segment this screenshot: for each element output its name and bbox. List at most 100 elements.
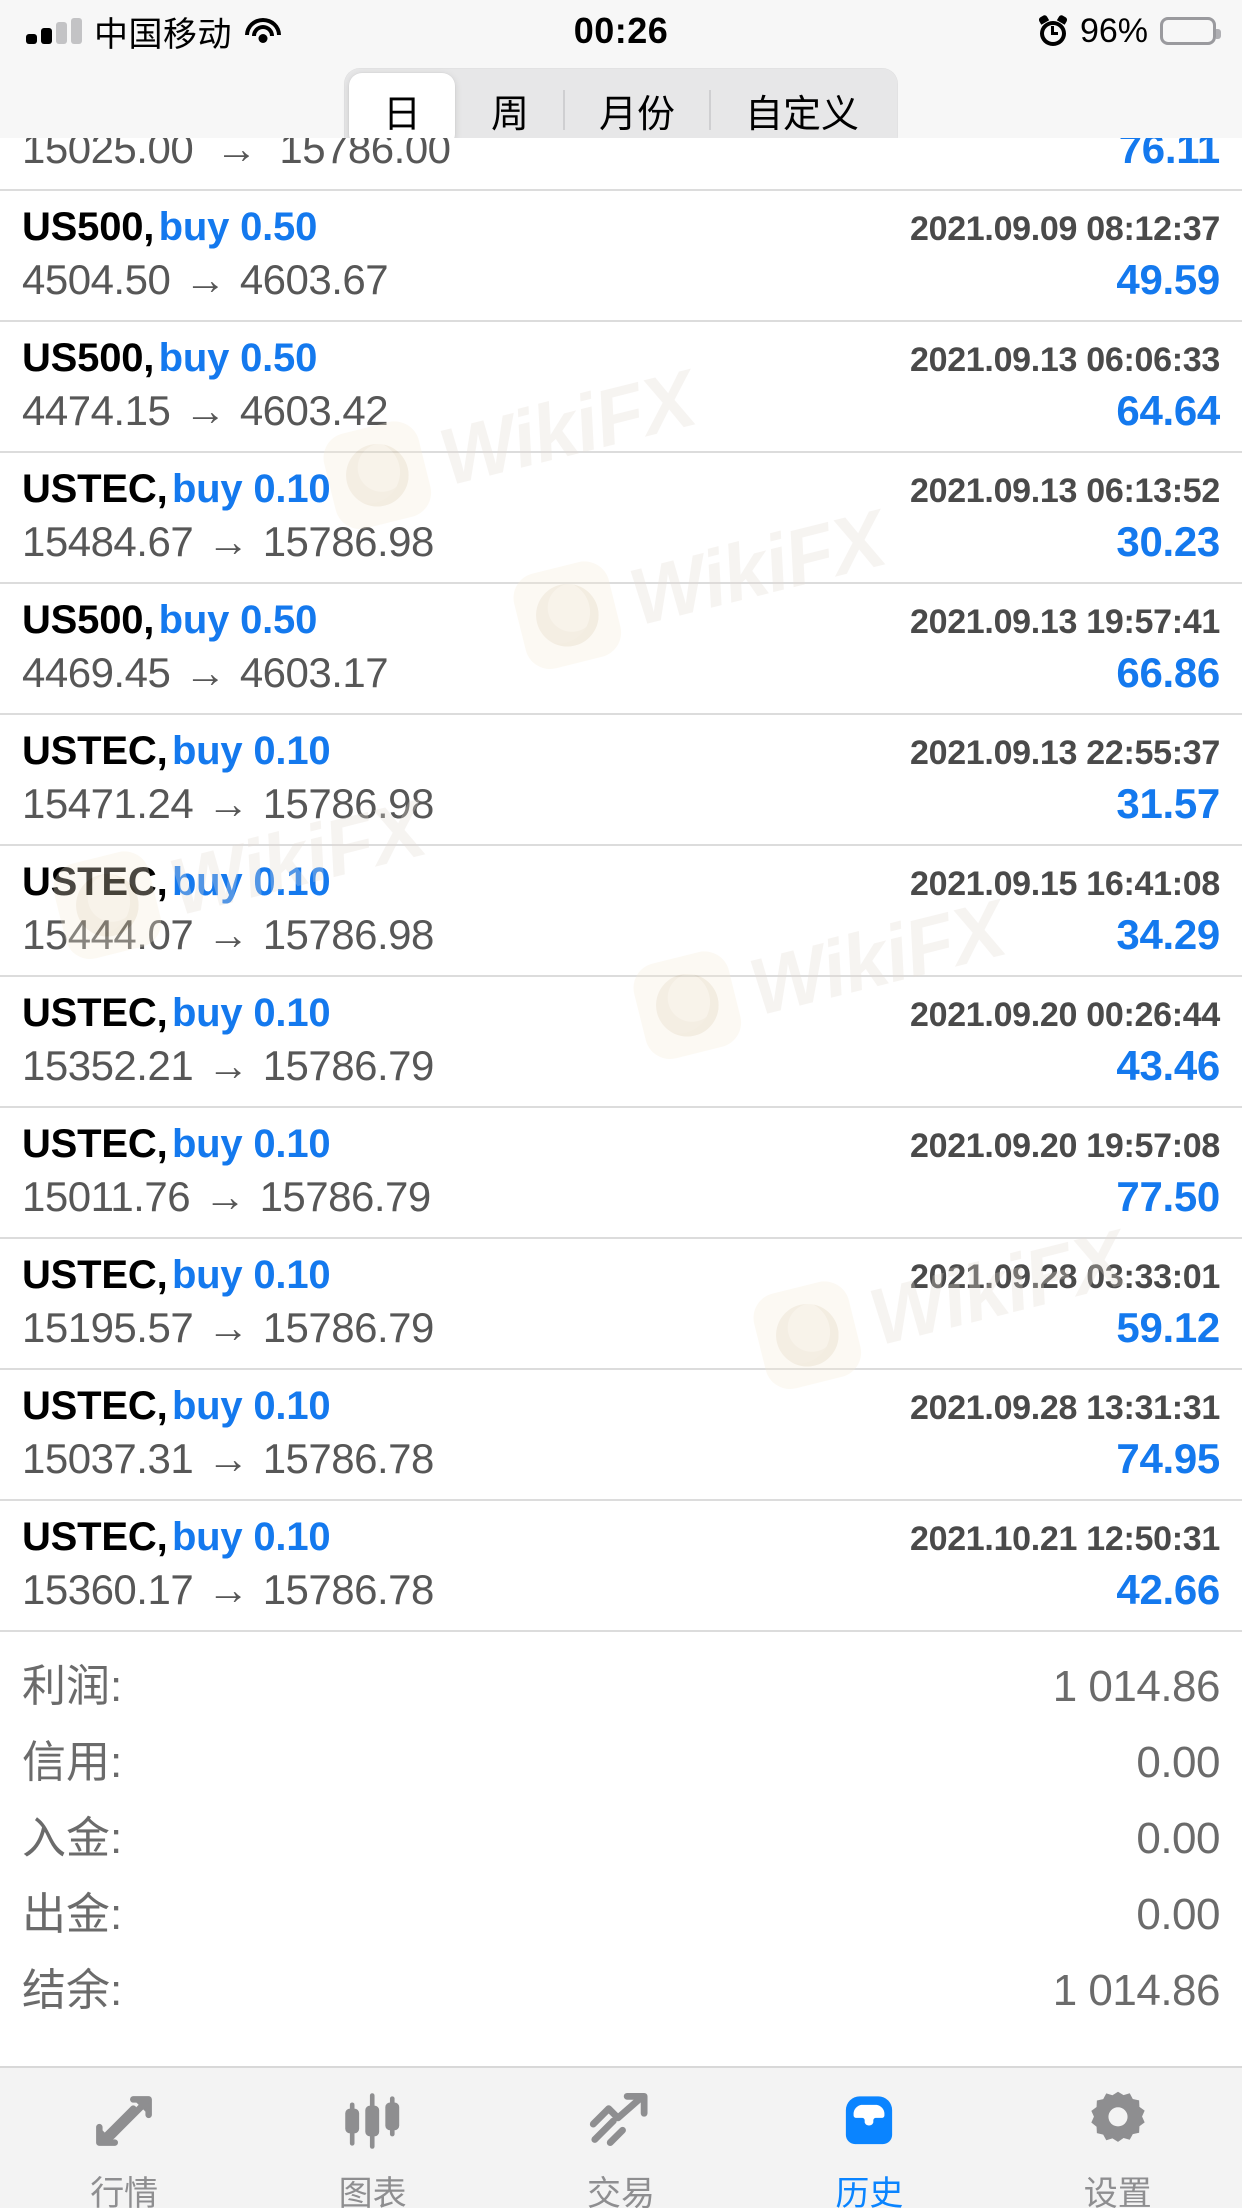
table-row[interactable]: US500, buy 0.50 2021.09.09 08:12:37 4504.5… <box>0 191 1242 322</box>
summary-row-withdrawal: 出金: 0.00 <box>22 1872 1220 1948</box>
datetime-label: 2021.09.13 06:13:52 <box>909 472 1220 510</box>
close-price-label: 4603.67 <box>239 256 389 303</box>
history-tray-icon <box>832 2082 906 2160</box>
symbol-label: USTEC, <box>22 1515 168 1559</box>
row-bottom-line: 15471.24 → 15786.98 31.57 <box>22 780 1220 828</box>
open-price-label: 4474.15 <box>22 387 171 434</box>
profit-label: 30.23 <box>1116 518 1220 565</box>
action-volume-label: buy 0.10 <box>171 1253 331 1297</box>
symbol-label: USTEC, <box>22 991 168 1035</box>
gear-icon <box>1081 2082 1155 2160</box>
price-range-label: 15471.24 → 15786.98 <box>22 780 434 828</box>
close-price-label: 15786.79 <box>262 1304 435 1351</box>
action-volume-label: buy 0.50 <box>158 205 318 249</box>
action-volume-label: buy 0.10 <box>171 860 331 904</box>
price-range-label: 15444.07 → 15786.98 <box>22 911 434 959</box>
deal-title: USTEC, buy 0.10 <box>22 1384 331 1429</box>
datetime-label: 2021.09.28 13:31:31 <box>909 1389 1220 1427</box>
bottom-tab-bar[interactable]: 行情 图表 <box>0 2066 1242 2208</box>
tab-history[interactable]: 历史 <box>745 2082 993 2208</box>
datetime-label: 2021.09.13 19:57:41 <box>909 603 1220 641</box>
profit-label: 43.46 <box>1116 1042 1220 1089</box>
symbol-label: USTEC, <box>22 729 168 773</box>
table-row[interactable]: USTEC, buy 0.10 2021.09.20 00:26:44 15352.… <box>0 977 1242 1108</box>
deal-title: US500, buy 0.50 <box>22 598 317 643</box>
candlestick-chart-icon <box>336 2082 410 2160</box>
status-bar-right: 96% <box>1037 11 1221 51</box>
profit-label: 42.66 <box>1116 1566 1220 1613</box>
summary-value: 0.00 <box>1136 1738 1220 1787</box>
tab-settings[interactable]: 设置 <box>994 2082 1242 2208</box>
row-bottom-line: 15444.07 → 15786.98 34.29 <box>22 911 1220 959</box>
price-range-label: 15352.21 → 15786.79 <box>22 1042 434 1090</box>
open-price-label: 15471.24 <box>22 780 194 827</box>
datetime-label: 2021.10.21 12:50:31 <box>909 1520 1220 1558</box>
arrow-icon: → <box>207 1566 249 1613</box>
row-bottom-line: 15484.67 → 15786.98 30.23 <box>22 518 1220 566</box>
table-row[interactable]: USTEC, buy 0.10 2021.09.28 13:31:31 15037.… <box>0 1370 1242 1501</box>
action-volume-label: buy 0.50 <box>158 598 318 642</box>
arrow-icon: → <box>184 387 226 434</box>
deal-title: USTEC, buy 0.10 <box>22 729 331 774</box>
row-bottom-line: 4504.50 → 4603.67 49.59 <box>22 256 1220 304</box>
tab-trade[interactable]: 交易 <box>497 2082 745 2208</box>
history-list[interactable]: 15025.00 → 15786.00 76.11 US500, buy 0.5… <box>0 138 1242 2066</box>
symbol-label: USTEC, <box>22 860 168 904</box>
datetime-label: 2021.09.15 16:41:08 <box>909 865 1220 903</box>
close-price-label: 4603.42 <box>239 387 389 434</box>
close-price-label: 15786.98 <box>262 780 435 827</box>
trade-trendline-arrow-icon <box>584 2082 658 2160</box>
row-top-line: US500, buy 0.50 2021.09.13 06:06:33 <box>22 336 1220 381</box>
deal-title: USTEC, buy 0.10 <box>22 1122 331 1167</box>
segment-divider <box>709 90 712 130</box>
tab-charts[interactable]: 图表 <box>249 2082 497 2208</box>
profit-label: 74.95 <box>1116 1435 1220 1482</box>
datetime-label: 2021.09.13 22:55:37 <box>909 734 1220 772</box>
summary-row-balance: 结余: 1 014.86 <box>22 1948 1221 2024</box>
signal-bars-icon <box>26 18 82 44</box>
summary-value: 0.00 <box>1136 1890 1220 1939</box>
arrow-icon: → <box>207 911 249 958</box>
table-row[interactable]: USTEC, buy 0.10 2021.09.13 06:13:52 15484.… <box>0 453 1242 584</box>
table-row[interactable]: USTEC, buy 0.10 2021.09.28 03:33:01 15195.… <box>0 1239 1242 1370</box>
summary-row-credit: 信用: 0.00 <box>22 1720 1220 1796</box>
action-volume-label: buy 0.50 <box>158 336 318 380</box>
price-range-label: 15025.00 → 15786.00 <box>22 138 451 172</box>
summary-label: 信用: <box>22 1738 123 1787</box>
table-row-partial[interactable]: 15025.00 → 15786.00 76.11 <box>0 138 1242 191</box>
symbol-label: USTEC, <box>22 467 168 511</box>
table-row[interactable]: USTEC, buy 0.10 2021.09.15 16:41:08 15444.… <box>0 846 1242 977</box>
period-filter-bar: 日 周 月份 自定义 <box>0 62 1242 152</box>
period-segmented-control[interactable]: 日 周 月份 自定义 <box>343 68 899 152</box>
period-tab-day[interactable]: 日 <box>348 73 455 147</box>
price-range-label: 4474.15 → 4603.42 <box>22 387 389 435</box>
period-tab-custom[interactable]: 自定义 <box>745 93 860 136</box>
summary-label: 出金: <box>22 1890 123 1939</box>
profit-label: 31.57 <box>1116 780 1220 827</box>
price-range-label: 15484.67 → 15786.98 <box>22 518 434 566</box>
row-bottom-line: 4474.15 → 4603.42 64.64 <box>22 387 1220 435</box>
deal-title: USTEC, buy 0.10 <box>22 467 331 512</box>
profit-label: 59.12 <box>1116 1304 1220 1351</box>
tab-label: 行情 <box>90 2175 159 2208</box>
action-volume-label: buy 0.10 <box>171 467 331 511</box>
period-tab-month[interactable]: 月份 <box>599 93 676 136</box>
close-price-label: 15786.78 <box>262 1566 435 1613</box>
action-volume-label: buy 0.10 <box>171 1384 331 1428</box>
open-price-label: 15037.31 <box>22 1435 194 1482</box>
period-tab-week[interactable]: 周 <box>490 93 529 136</box>
table-row[interactable]: US500, buy 0.50 2021.09.13 19:57:41 4469.4… <box>0 584 1242 715</box>
table-row[interactable]: USTEC, buy 0.10 2021.09.20 19:57:08 15011.… <box>0 1108 1242 1239</box>
row-top-line: USTEC, buy 0.10 2021.09.13 06:13:52 <box>22 467 1220 512</box>
table-row[interactable]: USTEC, buy 0.10 2021.09.13 22:55:37 15471.… <box>0 715 1242 846</box>
price-range-label: 15195.57 → 15786.79 <box>22 1304 434 1352</box>
profit-label: 76.11 <box>1118 138 1221 172</box>
tab-quotes[interactable]: 行情 <box>0 2082 248 2208</box>
row-bottom-line: 15360.17 → 15786.78 42.66 <box>22 1566 1220 1614</box>
price-range-label: 4469.45 → 4603.17 <box>22 649 389 697</box>
table-row[interactable]: US500, buy 0.50 2021.09.13 06:06:33 4474.1… <box>0 322 1242 453</box>
battery-percent-label: 96% <box>1079 11 1148 50</box>
symbol-label: USTEC, <box>22 1122 168 1166</box>
table-row[interactable]: USTEC, buy 0.10 2021.10.21 12:50:31 15360.… <box>0 1501 1242 1632</box>
